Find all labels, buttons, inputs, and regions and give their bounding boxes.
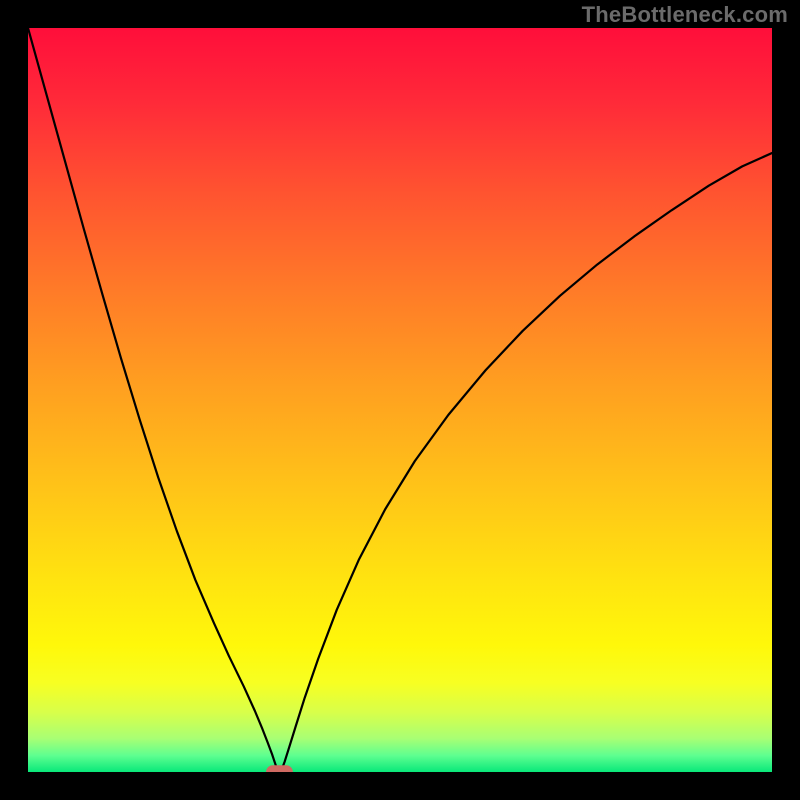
curve-layer xyxy=(28,28,772,772)
watermark-text: TheBottleneck.com xyxy=(582,2,788,28)
plot-area xyxy=(28,28,772,772)
bottleneck-curve xyxy=(28,28,772,772)
chart-frame: TheBottleneck.com xyxy=(0,0,800,800)
bottleneck-marker xyxy=(266,765,293,772)
